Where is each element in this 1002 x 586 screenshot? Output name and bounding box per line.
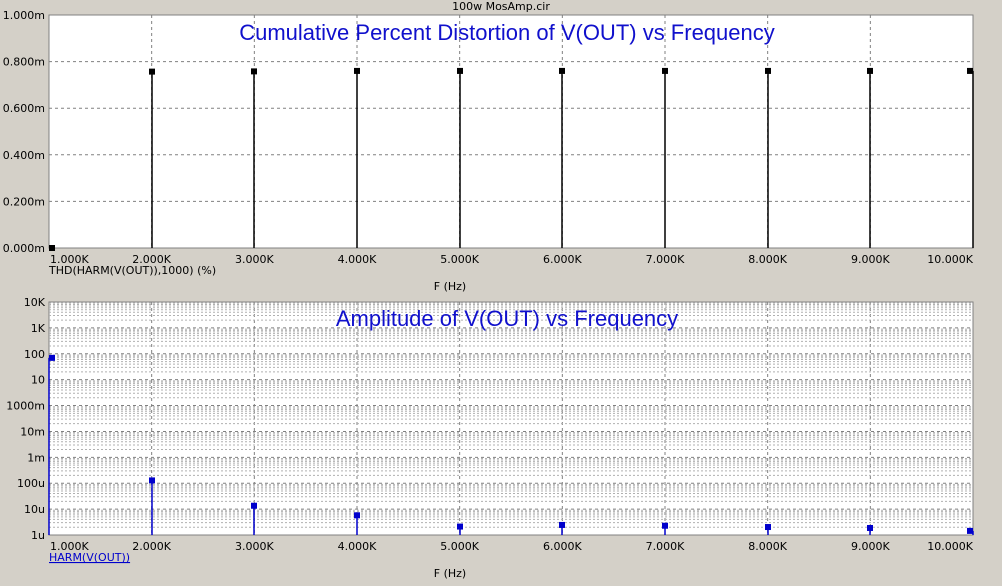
- amplitude-marker: [867, 524, 873, 531]
- thd-x-label: F (Hz): [434, 280, 466, 293]
- amplitude-x-tick-label: 8.000K: [748, 540, 787, 553]
- amplitude-plot-frame: [48, 301, 974, 536]
- thd-marker: [559, 67, 565, 74]
- amplitude-marker: [251, 502, 257, 509]
- thd-x-tick-label: 4.000K: [338, 253, 377, 266]
- amplitude-grid: [49, 302, 973, 535]
- amplitude-y-tick-label: 1000m: [6, 400, 45, 413]
- amplitude-y-label: HARM(V(OUT)): [49, 551, 130, 564]
- amplitude-x-tick-label: 7.000K: [646, 540, 685, 553]
- thd-y-label: THD(HARM(V(OUT)),1000) (%): [48, 264, 216, 277]
- thd-chart-title: Cumulative Percent Distortion of V(OUT) …: [239, 20, 775, 45]
- thd-y-tick-label: 0.200m: [3, 195, 45, 208]
- amplitude-marker: [967, 527, 973, 534]
- thd-y-tick-label: 1.000m: [3, 9, 45, 22]
- thd-marker: [149, 68, 155, 75]
- amplitude-marker: [49, 354, 55, 361]
- thd-marker: [867, 67, 873, 74]
- window-title: 100w MosAmp.cir: [452, 0, 550, 13]
- thd-marker: [662, 67, 668, 74]
- amplitude-marker: [457, 523, 463, 530]
- thd-y-tick-label: 0.800m: [3, 56, 45, 69]
- amplitude-y-tick-label: 1m: [27, 451, 45, 464]
- amplitude-marker: [765, 524, 771, 531]
- amplitude-x-tick-label: 4.000K: [338, 540, 377, 553]
- amplitude-x-tick-label: 10.000K: [927, 540, 973, 553]
- amplitude-y-tick-label: 1u: [31, 529, 45, 542]
- amplitude-x-tick-label: 9.000K: [851, 540, 890, 553]
- amplitude-marker: [149, 477, 155, 484]
- amplitude-tick-labels: 1.000K 2.000K 3.000K 4.000K 5.000K 6.000K 7.00…: [6, 296, 974, 553]
- thd-y-tick-label: 0.400m: [3, 149, 45, 162]
- amplitude-marker: [354, 512, 360, 519]
- thd-x-tick-label: 9.000K: [851, 253, 890, 266]
- thd-plot-frame: [48, 14, 974, 249]
- amplitude-y-tick-label: 10: [31, 374, 45, 387]
- thd-marker: [967, 67, 973, 74]
- amplitude-chart-title: Amplitude of V(OUT) vs Frequency: [336, 306, 678, 331]
- thd-x-tick-label: 3.000K: [235, 253, 274, 266]
- thd-y-tick-label: 0.000m: [3, 242, 45, 255]
- thd-x-tick-label: 8.000K: [748, 253, 787, 266]
- thd-tick-labels: 1.000K 2.000K 3.000K 4.000K 5.000K 6.000K 7.00…: [3, 9, 974, 266]
- thd-x-tick-label: 6.000K: [543, 253, 582, 266]
- amplitude-x-tick-label: 5.000K: [440, 540, 479, 553]
- thd-x-tick-label: 7.000K: [646, 253, 685, 266]
- amplitude-x-tick-label: 6.000K: [543, 540, 582, 553]
- thd-marker: [354, 67, 360, 74]
- amplitude-y-tick-label: 1K: [31, 322, 46, 335]
- amplitude-y-tick-label: 100u: [17, 477, 45, 490]
- amplitude-y-tick-label: 100: [24, 348, 45, 361]
- amplitude-x-tick-label: 1.000K: [50, 540, 89, 553]
- thd-x-tick-label: 2.000K: [132, 253, 171, 266]
- thd-x-tick-label: 1.000K: [50, 253, 89, 266]
- amplitude-series: [48, 354, 974, 535]
- amplitude-x-label: F (Hz): [434, 567, 466, 580]
- thd-marker: [457, 67, 463, 74]
- thd-marker: [49, 245, 55, 251]
- thd-series: [49, 67, 974, 251]
- amplitude-marker: [662, 522, 668, 529]
- thd-marker: [251, 68, 257, 75]
- thd-marker: [765, 67, 771, 74]
- thd-y-tick-label: 0.600m: [3, 102, 45, 115]
- amplitude-y-tick-label: 10m: [20, 425, 45, 438]
- amplitude-x-tick-label: 2.000K: [132, 540, 171, 553]
- amplitude-x-tick-label: 3.000K: [235, 540, 274, 553]
- amplitude-y-tick-label: 10u: [24, 503, 45, 516]
- thd-x-tick-label: 10.000K: [927, 253, 973, 266]
- amplitude-y-tick-label: 10K: [24, 296, 46, 309]
- thd-x-tick-label: 5.000K: [440, 253, 479, 266]
- amplitude-marker: [559, 521, 565, 528]
